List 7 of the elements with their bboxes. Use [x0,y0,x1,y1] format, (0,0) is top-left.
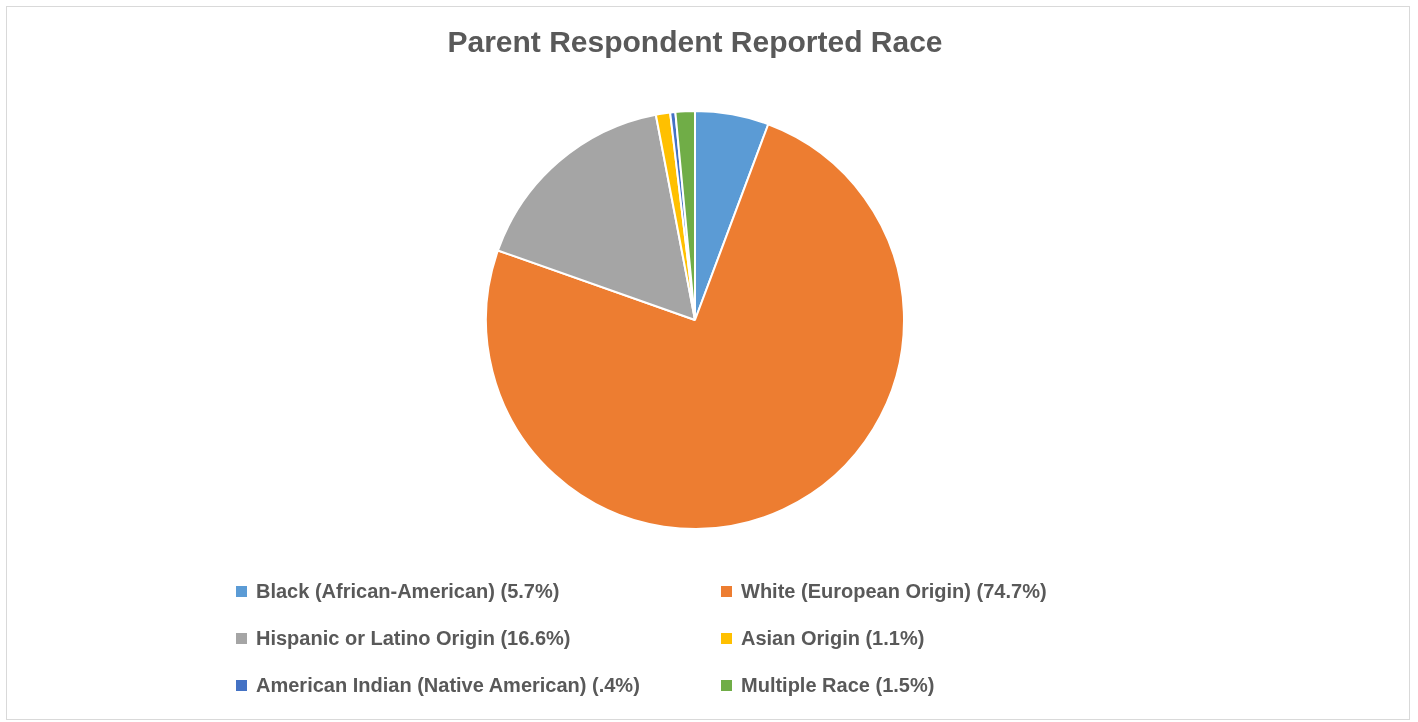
legend-label: White (European Origin) (74.7%) [741,580,1047,603]
legend-label: American Indian (Native American) (.4%) [256,674,640,697]
legend-label: Asian Origin (1.1%) [741,627,925,650]
legend-label: Multiple Race (1.5%) [741,674,935,697]
legend-label: Hispanic or Latino Origin (16.6%) [256,627,571,650]
chart-title: Parent Respondent Reported Race [447,25,943,59]
legend-label: Black (African-American) (5.7%) [256,580,560,603]
